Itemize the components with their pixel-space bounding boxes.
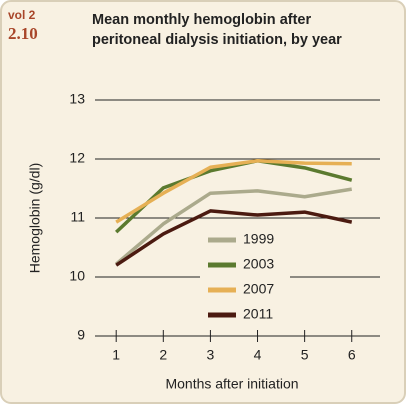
x-tick-label: 2	[159, 347, 167, 363]
y-tick-label: 13	[69, 91, 85, 107]
legend-label: 2011	[243, 306, 273, 322]
y-tick-label: 9	[77, 327, 85, 343]
data-line	[115, 209, 353, 267]
data-line	[115, 159, 353, 234]
y-tick-label: 10	[69, 268, 85, 284]
x-tick-label: 6	[348, 347, 356, 363]
x-tick-label: 3	[207, 347, 215, 363]
data-line	[115, 159, 352, 224]
x-tick-label: 5	[301, 347, 309, 363]
x-tick-label: 1	[112, 347, 120, 363]
chart-title: peritoneal dialysis initiation, by year	[92, 32, 342, 48]
y-tick-label: 11	[70, 209, 85, 225]
chart-title: Mean monthly hemoglobin after	[92, 12, 311, 28]
legend-label: 1999	[243, 231, 274, 247]
legend-label: 2007	[243, 281, 274, 297]
y-tick-label: 12	[69, 150, 85, 166]
y-axis-label: Hemoglobin (g/dl)	[27, 163, 43, 274]
data-line	[115, 187, 353, 266]
x-tick-label: 4	[254, 347, 262, 363]
x-axis-label: Months after initiation	[165, 376, 298, 392]
legend-label: 2003	[243, 256, 274, 272]
figure-number: 2.10	[8, 24, 38, 43]
volume-label: vol 2	[8, 8, 36, 22]
